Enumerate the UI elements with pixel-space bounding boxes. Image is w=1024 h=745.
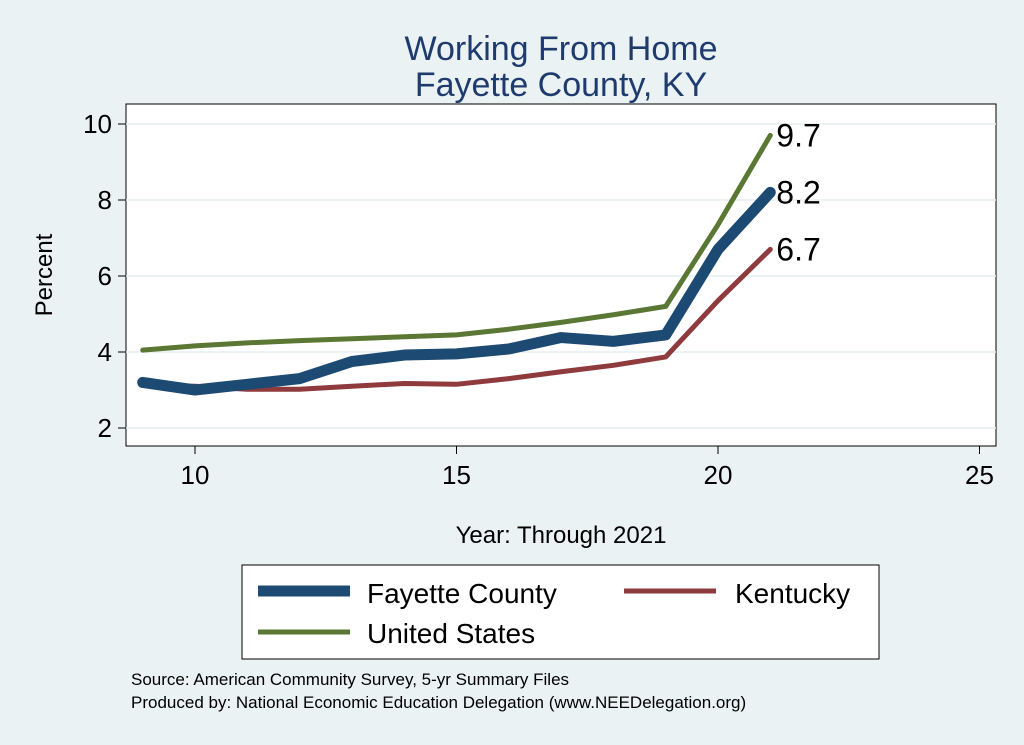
legend-label-fayette-county: Fayette County [367, 578, 557, 609]
x-tick-label: 20 [704, 460, 733, 490]
y-tick-label: 8 [98, 185, 112, 215]
chart-title-line-1: Working From Home [405, 30, 718, 68]
series-line-united-states [140, 132, 773, 353]
y-axis-title: Percent [31, 233, 58, 316]
end-label-fayette-county: 8.2 [776, 174, 820, 210]
legend: Fayette County Kentucky United States [241, 564, 880, 660]
plot-area [125, 103, 997, 447]
chart-title-line-2: Fayette County, KY [415, 66, 707, 104]
series-lines [137, 132, 776, 396]
x-tick-label: 15 [442, 460, 471, 490]
y-tick-label: 6 [98, 261, 112, 291]
series-line-fayette-county [137, 186, 776, 396]
x-axis-title: Year: Through 2021 [456, 522, 667, 549]
x-tick-label: 25 [965, 460, 994, 490]
producer-note: Produced by: National Economic Education… [131, 693, 746, 712]
legend-box [241, 564, 880, 660]
legend-label-united-states: United States [367, 618, 535, 649]
y-tick-label: 4 [98, 337, 112, 367]
y-tick-label: 2 [98, 413, 112, 443]
y-tick-label: 10 [83, 109, 112, 139]
grid-lines [126, 123, 996, 429]
end-labels: 6.7 9.7 8.2 [776, 117, 820, 267]
legend-label-kentucky: Kentucky [735, 578, 850, 609]
axes: 2 4 6 8 10 10 15 20 25 [83, 109, 994, 490]
end-label-kentucky: 6.7 [776, 231, 820, 267]
end-label-united-states: 9.7 [776, 117, 820, 153]
x-tick-label: 10 [181, 460, 210, 490]
source-note: Source: American Community Survey, 5-yr … [131, 670, 569, 689]
